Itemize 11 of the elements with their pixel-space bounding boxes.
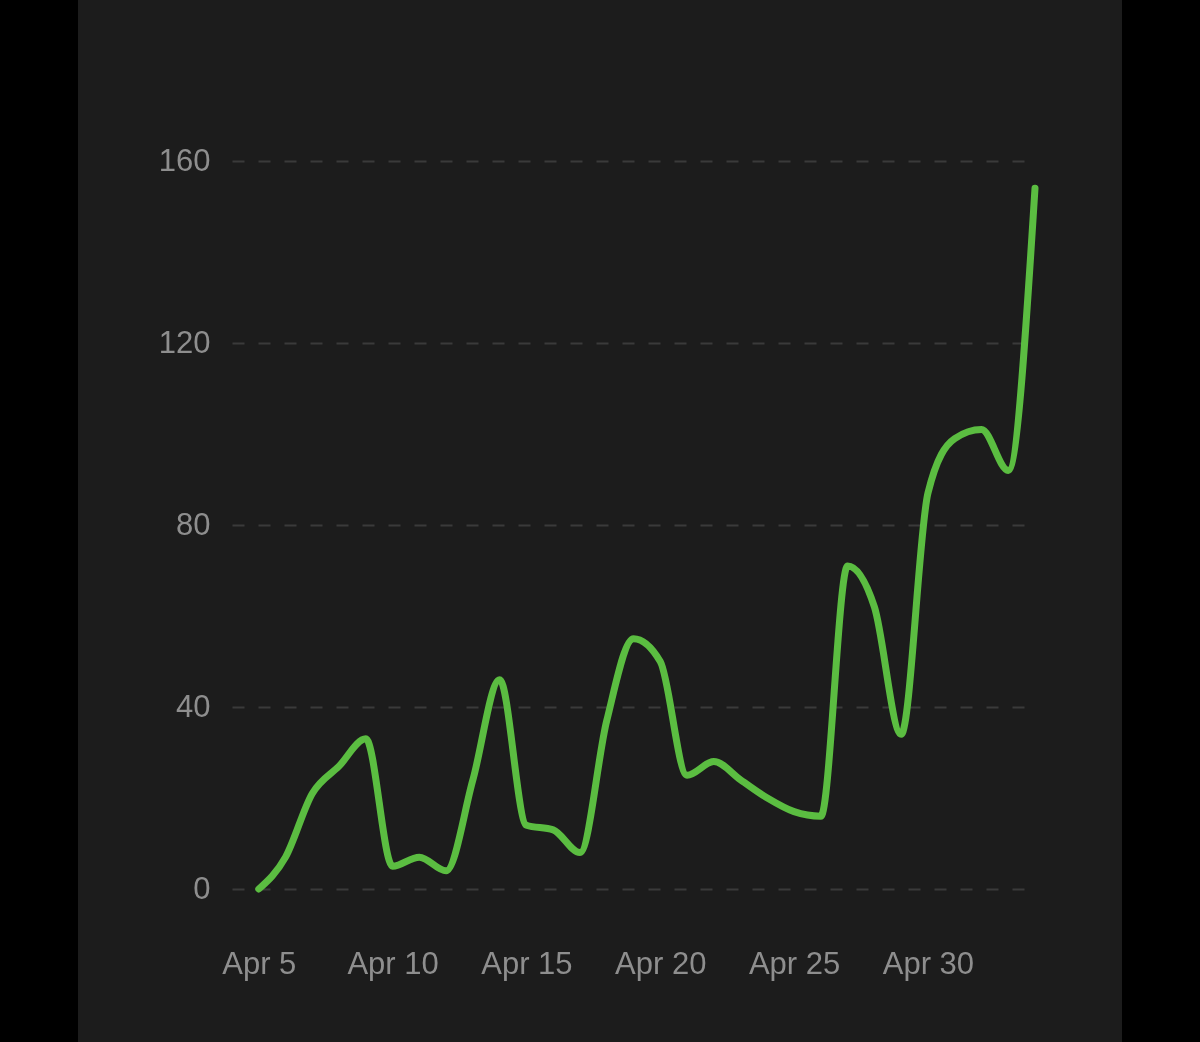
x-tick-label: Apr 10 <box>347 945 439 981</box>
x-tick-label: Apr 30 <box>882 945 975 981</box>
x-tick-label: Apr 20 <box>615 945 707 981</box>
y-tick-label: 40 <box>176 688 211 724</box>
y-tick-label: 160 <box>158 142 211 178</box>
x-tick-label: Apr 25 <box>748 945 841 981</box>
y-tick-label: 80 <box>176 506 211 542</box>
y-tick-label: 120 <box>158 324 211 360</box>
x-tick-label: Apr 5 <box>222 945 297 981</box>
x-tick-label: Apr 15 <box>481 945 573 981</box>
y-tick-label: 0 <box>193 870 211 906</box>
